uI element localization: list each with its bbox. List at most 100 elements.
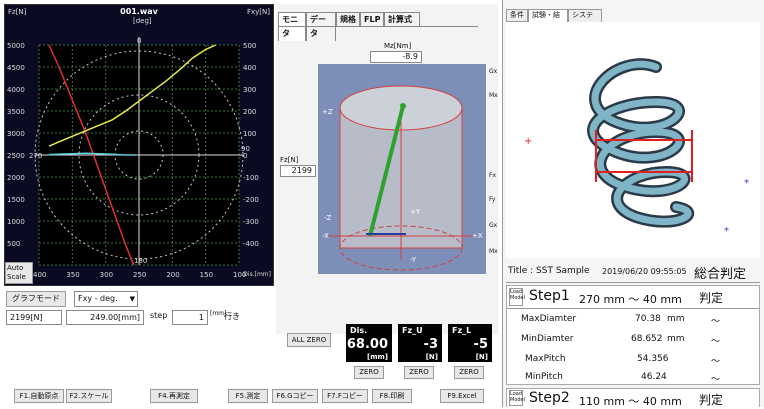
- mz-value: -8.9: [370, 51, 422, 63]
- row-value: 46.24: [641, 372, 667, 382]
- graph-mode-select[interactable]: Fxy - deg. ▼: [74, 291, 138, 307]
- axis-plus-x: +X: [472, 232, 483, 240]
- right-tick-label: 200: [243, 108, 256, 116]
- row-name: MaxDiamter: [521, 314, 577, 324]
- side-label-mx2: Mx: [489, 248, 498, 255]
- series-line-1: [48, 44, 217, 147]
- chevron-down-icon: ▼: [129, 295, 135, 303]
- side-label-gx: Gx: [489, 68, 498, 75]
- step1-label: Step1: [529, 288, 570, 304]
- x-tick-label: 300: [100, 271, 113, 279]
- step2-range: 110 mm ～ 40 mm: [579, 395, 682, 408]
- tab-spec[interactable]: 規格: [336, 12, 360, 27]
- row-unit: mm: [667, 334, 685, 344]
- step2-label: Step2: [529, 390, 570, 406]
- row-name: MinPitch: [525, 372, 563, 382]
- readout-fz-l-value: -5: [473, 337, 488, 352]
- test-title: Title : SST Sample: [508, 266, 590, 276]
- auto-scale-button[interactable]: Auto Scale: [5, 262, 33, 284]
- left-tick-label: 3000: [7, 130, 25, 138]
- left-tick-label: 500: [7, 240, 20, 248]
- results-header: Title : SST Sample 2019/06/20 09:55:05 総…: [506, 262, 760, 283]
- polar-ring: [114, 130, 164, 180]
- row-value: 68.652: [631, 334, 663, 344]
- step-field[interactable]: 1: [172, 310, 208, 325]
- x-tick-label: 200: [166, 271, 179, 279]
- f5-measure-button[interactable]: F5.測定: [228, 389, 268, 403]
- polar-ring: [34, 50, 244, 260]
- readout-fz-u-title: Fz_U: [402, 326, 423, 335]
- deg-label: [deg]: [133, 17, 152, 25]
- x-tick-label: 100: [233, 271, 246, 279]
- readout-fz-u: Fz_U -3 [N]: [398, 324, 442, 362]
- test-datetime: 2019/06/20 09:55:05: [602, 267, 687, 276]
- x-axis-unit: Dis.[mm]: [243, 271, 271, 278]
- graph-mode-value: Fxy - deg.: [78, 294, 118, 303]
- load-model-badge: Load Model: [509, 390, 525, 406]
- f8-print-button[interactable]: F8.印刷: [372, 389, 412, 403]
- 3d-load-view: +Z -Z -X +X +Y -Y: [318, 64, 486, 274]
- f9-excel-button[interactable]: F9.Excel: [440, 389, 484, 403]
- spring-svg: + * *: [524, 58, 749, 237]
- readout-fz-l: Fz_L -5 [N]: [448, 324, 492, 362]
- angle-label-left: 270: [29, 152, 42, 160]
- x-tick-label: 150: [200, 271, 213, 279]
- right-tick-label: 100: [243, 130, 256, 138]
- row-value: 70.38: [635, 314, 661, 324]
- polar-circles: [34, 50, 244, 260]
- tick-labels: 5000450040003500300025002000150010005005…: [7, 37, 259, 279]
- data-series: [48, 44, 217, 266]
- mm-label: [mm]: [210, 310, 227, 317]
- tab-formula[interactable]: 計算式: [384, 12, 420, 27]
- step1-judge: 判定: [699, 291, 724, 305]
- readout-dis-title: Dis.: [350, 326, 368, 335]
- right-tick-label: -300: [243, 218, 259, 226]
- axis-minus-x: -X: [322, 232, 329, 240]
- overall-judgement: 総合判定: [694, 267, 747, 282]
- chart-title: 001.wav: [120, 7, 158, 16]
- left-tick-label: 1500: [7, 196, 25, 204]
- readout-dis-value: 368.00: [337, 337, 388, 352]
- load-cylinder-svg: [328, 85, 476, 271]
- x-tick-label: 350: [66, 271, 79, 279]
- step1-divider: [507, 308, 759, 309]
- force-field[interactable]: 2199[N]: [6, 310, 62, 325]
- f6-graph-copy-button[interactable]: F6.Gコピー: [272, 389, 318, 403]
- polar-ring: [78, 94, 200, 216]
- right-tick-label: 0: [243, 152, 247, 160]
- f1-auto-origin-button[interactable]: F1.自動原点: [14, 389, 64, 403]
- zero-button-fz-u[interactable]: ZERO: [404, 366, 434, 379]
- graph-mode-button[interactable]: グラフモード: [6, 291, 66, 307]
- tab-flp[interactable]: FLP: [360, 12, 384, 27]
- left-axis-unit: Fz[N]: [8, 8, 27, 16]
- row-judge: ～: [711, 337, 721, 347]
- tab-conditions[interactable]: 条件: [506, 9, 528, 22]
- zero-button-fz-l[interactable]: ZERO: [454, 366, 484, 379]
- all-zero-button[interactable]: ALL ZERO: [287, 333, 331, 347]
- angle-label-bottom: 180: [134, 257, 147, 265]
- right-tick-label: 400: [243, 64, 256, 72]
- row-judge: ～: [711, 317, 721, 327]
- step2-judge: 判定: [699, 393, 724, 407]
- row-name: MaxPitch: [525, 354, 566, 364]
- f4-remeasure-button[interactable]: F4.再測定: [150, 389, 198, 403]
- f7-file-copy-button[interactable]: F7.Fコピー: [322, 389, 368, 403]
- right-tick-label: 500: [243, 42, 256, 50]
- step2-header: Load Model Step2 110 mm ～ 40 mm 判定: [506, 388, 760, 408]
- svg-text:*: *: [724, 226, 729, 237]
- readout-dis-unit: [mm]: [367, 353, 388, 361]
- f2-scale-button[interactable]: F2.スケール: [66, 389, 112, 403]
- axis-minus-y: -Y: [410, 256, 416, 264]
- left-tick-label: 5000: [7, 42, 25, 50]
- grid: [35, 37, 243, 266]
- fz-label: Fz[N]: [280, 156, 299, 164]
- svg-text:*: *: [744, 178, 749, 189]
- distance-field[interactable]: 249.00[mm]: [66, 310, 144, 325]
- zero-button-dis[interactable]: ZERO: [354, 366, 384, 379]
- angle-label-top: 0: [137, 37, 141, 45]
- row-judge: ～: [711, 375, 721, 385]
- step-label: step: [150, 311, 168, 320]
- left-tick-label: 4500: [7, 64, 25, 72]
- axis-minus-z: -Z: [324, 214, 332, 222]
- left-tick-label: 3500: [7, 108, 25, 116]
